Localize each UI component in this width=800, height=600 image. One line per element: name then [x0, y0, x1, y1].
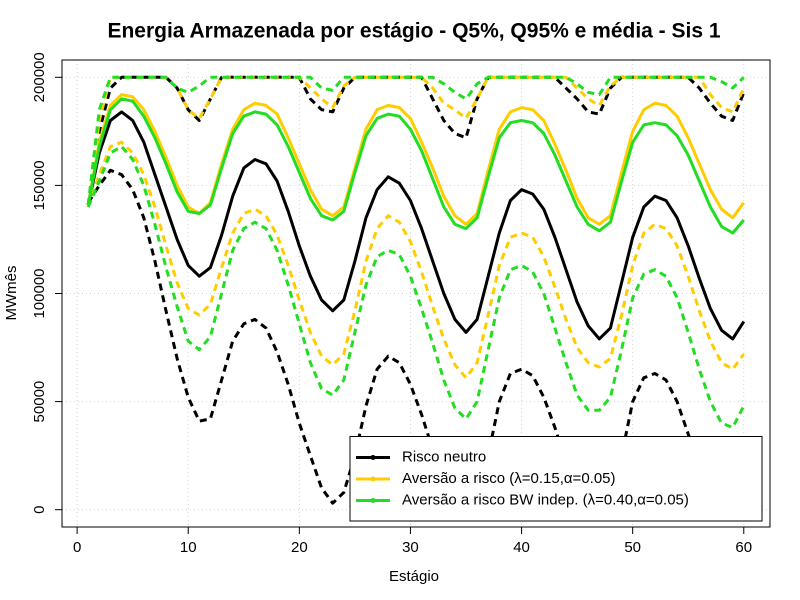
x-tick-label: 30: [402, 539, 419, 556]
q5-line: [86, 140, 746, 380]
y-tick-label: 100000: [31, 268, 48, 318]
legend-point: [370, 498, 376, 503]
legend-label: Aversão a risco (λ=0.15,α=0.05): [402, 470, 616, 487]
y-tick-label: 0: [31, 506, 48, 514]
y-tick-label: 200000: [31, 52, 48, 102]
mean-line: [86, 97, 745, 235]
x-axis-label: Estágio: [389, 568, 439, 585]
x-tick-label: 20: [291, 539, 308, 556]
plot-frame: [61, 59, 771, 528]
mean-line: [86, 110, 746, 341]
legend-label: Aversão a risco BW indep. (λ=0.40,α=0.05…: [402, 491, 689, 508]
chart-title: Energia Armazenada por estágio - Q5%, Q9…: [107, 20, 720, 43]
legend-box: [349, 436, 763, 522]
y-tick-label: 150000: [31, 160, 48, 210]
x-tick-label: 0: [73, 539, 81, 556]
x-tick-label: 50: [624, 539, 641, 556]
legend-point: [370, 476, 376, 482]
y-tick-label: 50000: [31, 381, 48, 423]
y-axis-label: MWmês: [3, 266, 20, 321]
x-tick-label: 40: [513, 539, 530, 556]
q95-line: [86, 75, 745, 206]
x-tick-label: 60: [735, 539, 752, 556]
legend-point: [370, 455, 376, 460]
q5-line: [86, 168, 745, 512]
legend-label: Risco neutro: [402, 448, 486, 465]
q5-line: [86, 145, 746, 429]
x-tick-label: 10: [180, 539, 197, 556]
